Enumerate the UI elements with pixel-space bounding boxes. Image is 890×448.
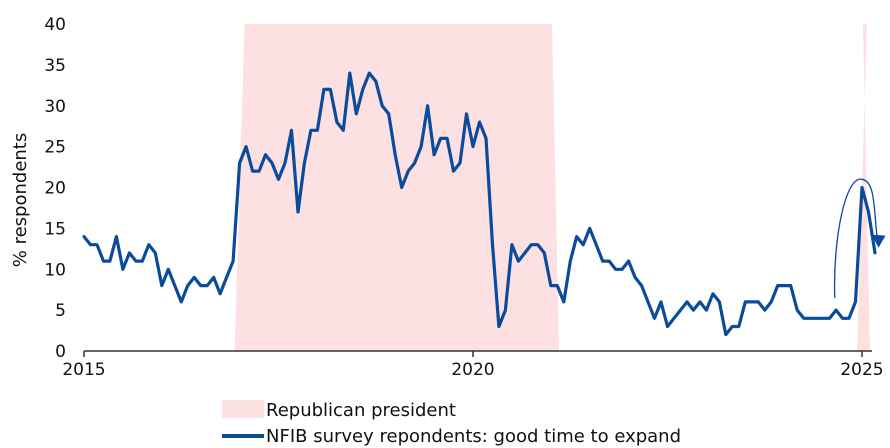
x-tick-label: 2025 bbox=[840, 360, 883, 380]
series-line-1 bbox=[82, 71, 877, 337]
y-tick-label: 25 bbox=[44, 138, 66, 158]
annotations bbox=[833, 178, 886, 298]
legend: Republican president NFIB survey reponde… bbox=[222, 400, 681, 447]
series-layer bbox=[82, 71, 877, 337]
y-tick-label: 15 bbox=[44, 219, 66, 239]
legend-swatch-republican-president bbox=[222, 400, 264, 418]
curved-arrow-head bbox=[871, 234, 886, 248]
legend-label-nfib-series: NFIB survey repondents: good time to exp… bbox=[266, 426, 681, 447]
y-tick-label: 10 bbox=[44, 260, 66, 280]
y-tick-label: 0 bbox=[55, 342, 66, 362]
y-tick-label: 5 bbox=[55, 301, 66, 321]
y-tick-label: 35 bbox=[44, 56, 66, 76]
y-tick-label: 40 bbox=[44, 15, 66, 35]
shaded-periods bbox=[234, 24, 870, 351]
shaded-period-1 bbox=[234, 24, 560, 351]
x-tick-label: 2015 bbox=[62, 360, 105, 380]
curved-arrow bbox=[833, 178, 879, 298]
legend-label-republican-president: Republican president bbox=[266, 400, 456, 421]
y-axis-title: % respondents bbox=[10, 133, 31, 267]
y-tick-label: 20 bbox=[44, 179, 66, 199]
y-tick-label: 30 bbox=[44, 97, 66, 117]
x-tick-label: 2020 bbox=[451, 360, 494, 380]
